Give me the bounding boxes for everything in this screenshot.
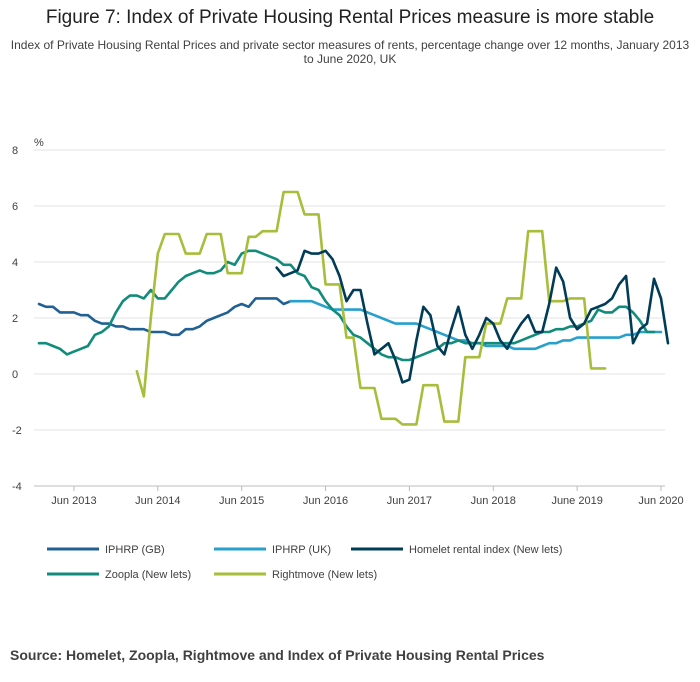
x-tick-label: Jun 2017 (387, 495, 432, 507)
series-lines (37, 190, 670, 426)
legend-label: Homelet rental index (New lets) (409, 544, 562, 556)
x-tick-label: Jun 2014 (135, 495, 180, 507)
series-line-iphrp-gb (37, 297, 292, 337)
chart-subtitle: Index of Private Housing Rental Prices a… (10, 38, 690, 66)
gridlines (34, 149, 665, 487)
source-note: Source: Homelet, Zoopla, Rightmove and I… (10, 647, 545, 663)
x-tick-label: June 2019 (551, 495, 602, 507)
y-tick-label: 0 (12, 369, 18, 381)
legend-label: IPHRP (UK) (272, 544, 331, 556)
y-tick-label: 6 (12, 201, 18, 213)
legend-label: Zoopla (New lets) (105, 569, 191, 581)
chart-title: Figure 7: Index of Private Housing Renta… (45, 7, 655, 28)
y-axis-label: % (34, 137, 44, 149)
x-tick-label: Jun 2018 (471, 495, 516, 507)
y-axis: -4 -2 0 2 4 6 8% (12, 137, 44, 493)
x-axis: Jun 2013 Jun 2014 Jun 2015 Jun 2016 Jun 2017… (51, 486, 684, 507)
legend-label: IPHRP (GB) (105, 544, 165, 556)
x-tick-label: Jun 2015 (219, 495, 264, 507)
series-line-rightmove-new-lets (135, 190, 607, 426)
x-tick-label: Jun 2020 (638, 495, 683, 507)
y-tick-label: -4 (12, 481, 22, 493)
y-tick-label: 4 (12, 257, 18, 269)
series-line-zoopla-new-lets (37, 249, 656, 362)
x-tick-label: Jun 2016 (303, 495, 348, 507)
y-tick-label: 8 (12, 145, 18, 157)
x-tick-label: Jun 2013 (51, 495, 96, 507)
y-tick-label: 2 (12, 313, 18, 325)
legend: IPHRP (GB) IPHRP (UK) Homelet rental index… (47, 544, 562, 581)
y-tick-label: -2 (12, 425, 22, 437)
legend-label: Rightmove (New lets) (272, 569, 377, 581)
series-line-homelet-rental-index-new-lets (275, 249, 670, 384)
